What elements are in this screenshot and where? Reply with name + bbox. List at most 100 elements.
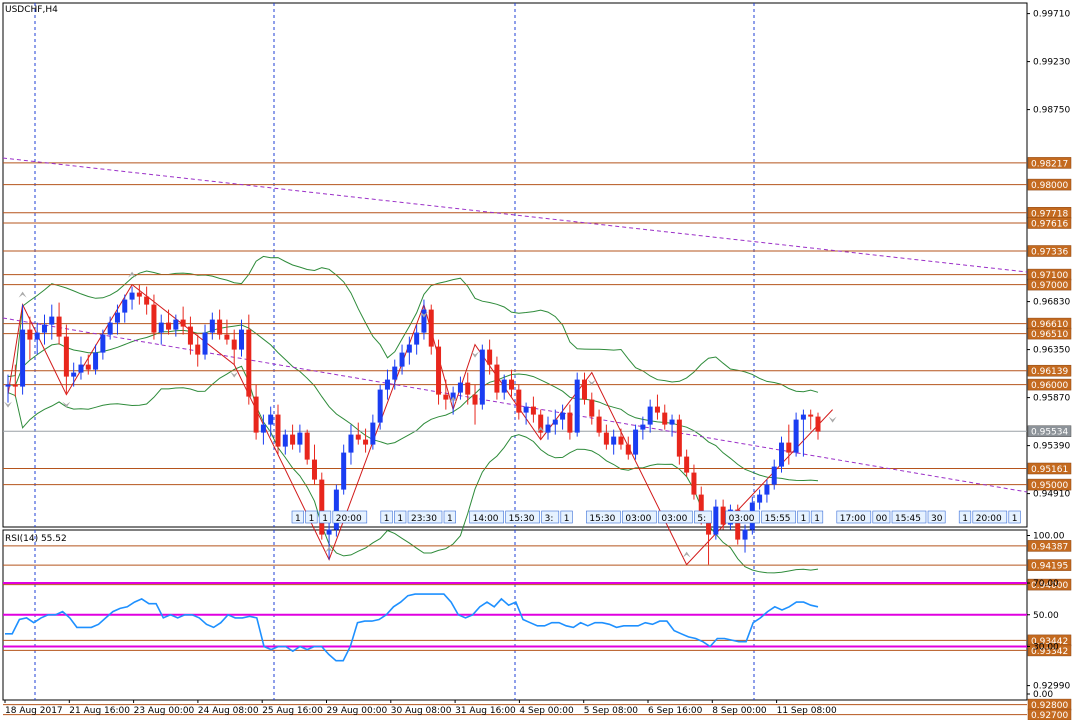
candle-body	[720, 506, 726, 525]
time-tick-label: 11 Sep 08:00	[777, 706, 837, 716]
candle-body	[436, 346, 442, 395]
candle-body	[253, 396, 259, 433]
candle-body	[260, 424, 266, 433]
rsi-tick-label: 100.00	[1033, 532, 1065, 542]
candle-body	[129, 292, 135, 300]
level-marker	[1027, 217, 1072, 229]
candle-body	[231, 339, 237, 350]
candle-body	[757, 494, 763, 503]
event-tag-label: 03:00	[729, 514, 755, 524]
event-tag-box	[305, 510, 318, 524]
time-tick-label: 6 Sep 16:00	[648, 706, 703, 716]
level-label: 0.93442	[1031, 637, 1068, 647]
price-tick-label: 0.95870	[1033, 394, 1070, 404]
event-tag-label: 20:00	[336, 514, 362, 524]
candle-body	[209, 319, 215, 333]
candle-body	[41, 324, 47, 333]
candle-body	[691, 472, 697, 495]
current-price-marker	[1027, 425, 1072, 437]
event-tag-label: 3:	[545, 514, 554, 524]
event-tag-box	[1008, 510, 1021, 524]
candle-body	[596, 416, 602, 433]
candle-body	[633, 429, 639, 455]
candle-body	[567, 412, 573, 433]
candle-body	[808, 414, 814, 417]
candle-body	[706, 519, 712, 535]
fractal-down-icon	[62, 401, 71, 408]
candle-body	[501, 379, 507, 393]
candle-body	[348, 434, 354, 453]
price-tick-label: 0.92990	[1033, 682, 1070, 692]
candle-body	[479, 349, 485, 405]
event-tag-box	[332, 510, 368, 524]
time-tick-label: 23 Aug 00:00	[134, 706, 195, 716]
candle-body	[414, 332, 420, 345]
candle-body	[158, 322, 164, 333]
event-tag-label: 1	[322, 514, 328, 524]
fractal-down-icon	[4, 401, 12, 408]
event-tag-box	[586, 510, 621, 524]
price-tick-label: 0.94910	[1033, 490, 1070, 500]
event-tag-box	[407, 510, 443, 524]
candle-body	[78, 364, 84, 373]
level-label: 0.96610	[1031, 320, 1068, 330]
event-tag-label: 1	[295, 514, 301, 524]
candle-body	[472, 394, 478, 405]
level-marker	[1027, 157, 1072, 169]
candle-body	[516, 389, 522, 413]
event-tag-box	[761, 510, 796, 524]
level-marker	[1027, 708, 1072, 720]
level-label: 0.96510	[1031, 330, 1068, 340]
event-tag-label: 20:00	[976, 514, 1002, 524]
candle-body	[311, 459, 317, 480]
level-label: 0.97000	[1031, 281, 1068, 291]
price-tick-label: 0.99230	[1033, 58, 1070, 68]
rsi-tick-label: 70.00	[1033, 579, 1059, 589]
candle-body	[180, 319, 186, 327]
candle-body	[428, 309, 434, 347]
candle-body	[800, 414, 806, 420]
candle-body	[654, 406, 660, 413]
bollinger-middle	[7, 324, 819, 482]
candle-body	[581, 379, 587, 400]
event-tag-label: 03:00	[661, 514, 687, 524]
fractal-down-icon	[419, 311, 428, 318]
candle-body	[669, 419, 675, 425]
candle-body	[530, 406, 536, 415]
channel-lower	[2, 317, 1028, 493]
level-label: 0.94387	[1031, 542, 1068, 552]
fractal-down-icon	[828, 416, 837, 423]
fractal-down-icon	[587, 379, 596, 386]
candle-body	[370, 422, 376, 445]
candle-body	[735, 509, 741, 540]
event-tag-box	[505, 510, 540, 524]
event-tag-label: 14:00	[473, 514, 499, 524]
candle-body	[450, 392, 456, 400]
candle-body	[377, 389, 383, 423]
level-label: 0.96000	[1031, 381, 1068, 391]
event-tag-box	[725, 510, 760, 524]
event-tag-label: 23:30	[411, 514, 437, 524]
candle-body	[538, 414, 544, 433]
candle-body	[421, 309, 427, 333]
candle-body	[166, 322, 172, 330]
candle-body	[20, 329, 26, 387]
fractal-up-icon	[536, 426, 545, 433]
level-label: 0.96139	[1031, 367, 1068, 377]
event-tag-label: 03:00	[625, 514, 651, 524]
level-marker	[1027, 245, 1072, 257]
fractal-down-icon	[230, 371, 239, 378]
time-tick-label: 4 Sep 00:00	[519, 706, 574, 716]
candle-body	[618, 436, 624, 445]
candle-body	[268, 414, 274, 425]
current-price-label: 0.95534	[1031, 428, 1068, 438]
candle-body	[698, 494, 704, 520]
candle-body	[100, 334, 106, 353]
candle-body	[71, 372, 77, 377]
candle-body	[589, 399, 595, 417]
event-tag-box	[622, 510, 657, 524]
price-tick-label: 0.98750	[1033, 106, 1070, 116]
event-tag-box	[541, 510, 560, 524]
rsi-tick-label: 30.00	[1033, 642, 1059, 652]
